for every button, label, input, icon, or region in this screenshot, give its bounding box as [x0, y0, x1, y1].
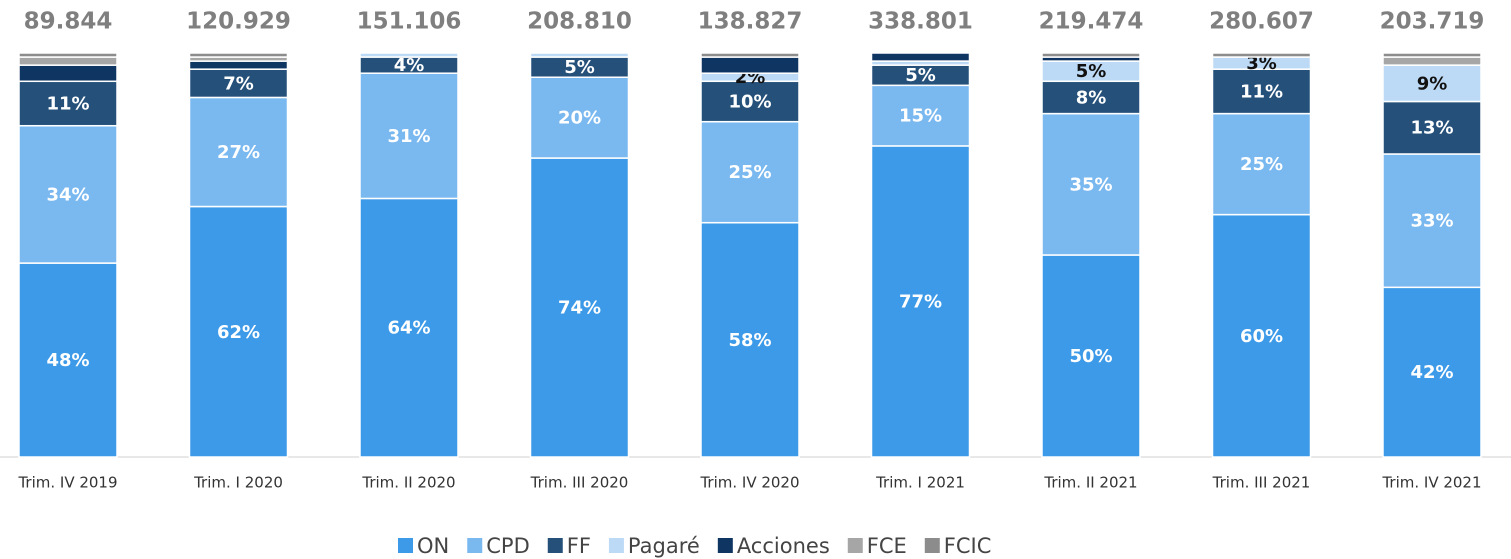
bar-segment [529, 52, 630, 58]
bar-segment [188, 96, 289, 208]
bar-segment [1382, 153, 1482, 289]
legend-swatch [467, 538, 483, 553]
data-label: 33% [1410, 211, 1453, 232]
data-label: 34% [46, 184, 89, 205]
legend-swatch [847, 538, 863, 553]
bar-segment [700, 56, 800, 74]
data-label: 5% [564, 57, 595, 78]
bar-segment [529, 76, 630, 159]
bar-segment [1211, 112, 1312, 216]
bar-segment [1041, 52, 1141, 58]
bar-segment [1382, 52, 1482, 58]
data-label: 8% [1076, 87, 1107, 108]
legend-swatch [547, 538, 563, 553]
total-label: 89.844 [24, 9, 113, 35]
bar-segment [529, 157, 630, 458]
x-tick-label: Trim. III 2020 [530, 474, 629, 492]
bar-segment [1382, 286, 1482, 458]
data-label: 13% [1410, 118, 1453, 139]
data-label: 58% [728, 330, 771, 351]
data-label: 25% [728, 162, 771, 183]
total-label: 338.801 [868, 9, 973, 35]
bar-segment [188, 52, 289, 58]
bar-segment [18, 64, 118, 83]
data-label: 35% [1069, 174, 1112, 195]
bar-segment [1041, 112, 1141, 256]
legend-label: FCE [867, 534, 907, 558]
bar-segment [188, 68, 289, 99]
data-label: 20% [558, 108, 601, 129]
legend-label: ON [417, 534, 449, 558]
legend-label: CPD [486, 534, 530, 558]
data-label: 62% [217, 322, 260, 343]
bar-segment [1041, 254, 1141, 458]
total-label: 151.106 [357, 9, 462, 35]
x-tick-label: Trim. III 2021 [1212, 474, 1311, 492]
data-label: 77% [899, 291, 942, 312]
bar-segment [188, 60, 289, 70]
data-label: 4% [394, 55, 425, 76]
legend-swatch [608, 538, 624, 553]
legend-swatch [717, 538, 733, 553]
x-tick-label: Trim. I 2020 [193, 474, 283, 492]
legend-label: FCIC [944, 534, 992, 558]
data-label: 25% [1240, 154, 1283, 175]
bar-segment [18, 262, 118, 458]
bar-segment [870, 145, 971, 458]
data-label: 3% [1246, 53, 1277, 74]
data-label: 15% [899, 106, 942, 127]
bar-segment [359, 197, 459, 458]
data-label: 7% [223, 73, 254, 94]
bar-segment [359, 72, 459, 200]
legend-label: FF [567, 534, 591, 558]
x-tick-label: Trim. II 2021 [1043, 474, 1137, 492]
data-label: 50% [1069, 346, 1112, 367]
data-label: 64% [387, 318, 430, 339]
bar-segment [870, 84, 971, 147]
bar-segment [18, 52, 118, 58]
data-label: 42% [1410, 362, 1453, 383]
data-label: 9% [1417, 73, 1448, 94]
bar-segment [1382, 56, 1482, 66]
data-label: 11% [1240, 81, 1283, 102]
total-label: 219.474 [1039, 9, 1144, 35]
legend-swatch [398, 538, 413, 553]
bar-segment [1382, 100, 1482, 155]
x-tick-label: Trim. II 2020 [361, 474, 455, 492]
data-label: 60% [1240, 326, 1283, 347]
data-label: 48% [46, 350, 89, 371]
bar-segment [700, 221, 800, 458]
legend-label: Acciones [737, 534, 830, 558]
total-label: 203.719 [1380, 9, 1485, 35]
x-tick-label: Trim. IV 2021 [1381, 474, 1481, 492]
total-label: 208.810 [527, 9, 632, 35]
x-tick-label: Trim. IV 2020 [699, 474, 799, 492]
legend-swatch [924, 538, 940, 553]
total-label: 138.827 [698, 9, 803, 35]
total-label: 120.929 [186, 9, 291, 35]
x-tick-label: Trim. I 2021 [875, 474, 965, 492]
bar-segment [18, 124, 118, 264]
bar-segment [18, 56, 118, 66]
data-label: 11% [46, 94, 89, 115]
bar-segment [359, 52, 459, 58]
bar-segment [188, 205, 289, 458]
data-label: 31% [387, 126, 430, 147]
bar-segment [870, 52, 971, 62]
data-label: 5% [1076, 61, 1107, 82]
data-label: 5% [905, 65, 936, 86]
data-label: 74% [558, 298, 601, 319]
data-label: 10% [728, 91, 771, 112]
data-label: 27% [217, 142, 260, 163]
total-label: 280.607 [1209, 9, 1314, 35]
bar-segment [700, 52, 800, 58]
legend-label: Pagaré [628, 534, 700, 558]
bar-segment [1041, 80, 1141, 115]
bar-segment [700, 80, 800, 123]
bar-segment [1211, 52, 1312, 58]
x-tick-label: Trim. IV 2019 [17, 474, 117, 492]
